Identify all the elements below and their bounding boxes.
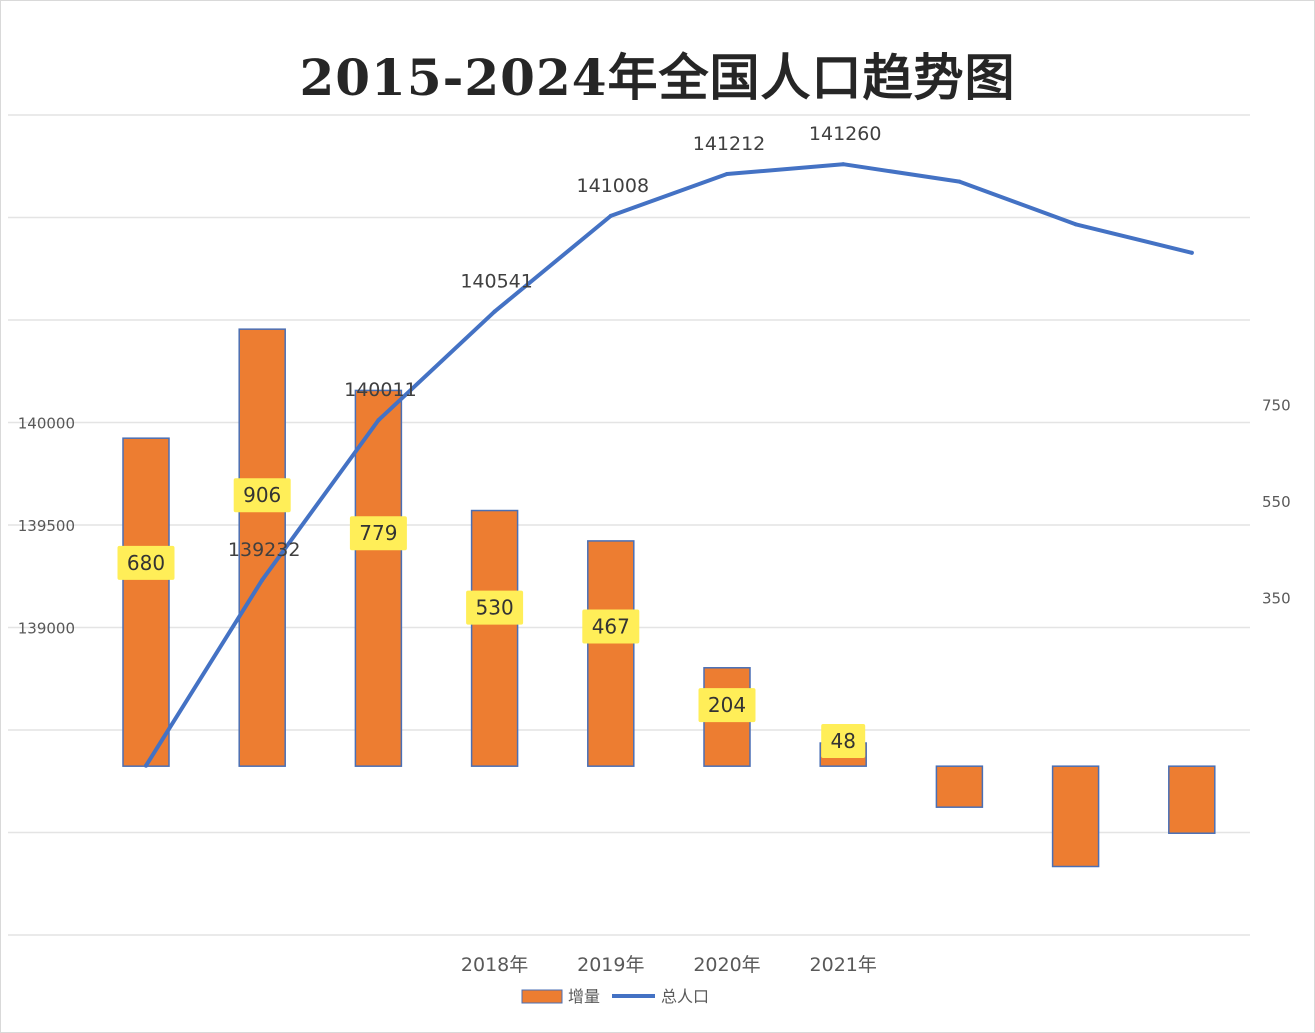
bar	[122, 437, 170, 767]
bar-series	[122, 328, 1216, 868]
bar	[1051, 765, 1100, 868]
chart-title: 2015-2024年全国人口趋势图	[299, 48, 1016, 107]
line-point	[1189, 250, 1194, 255]
line-point	[725, 172, 729, 177]
bar-data-label: 48	[830, 729, 855, 753]
bar-label-background	[233, 478, 291, 513]
left-tick-label: 140000	[18, 415, 75, 433]
bar	[1168, 765, 1216, 834]
line-point	[608, 213, 613, 218]
bar-data-label: 204	[708, 693, 746, 717]
bar	[935, 765, 984, 808]
legend-label-line: 总人口	[661, 987, 709, 1006]
line-data-label: 140541	[460, 271, 533, 293]
category-label: 2021年	[810, 954, 877, 976]
right-axis: 750 550 350	[1262, 396, 1291, 607]
line-point	[957, 179, 962, 184]
line-point	[1073, 222, 1078, 227]
bar-data-label: 467	[592, 615, 630, 639]
category-label: 2018年	[461, 954, 528, 976]
legend: 增量 总人口	[521, 987, 709, 1006]
line-data-label: 139232	[228, 539, 301, 561]
bar-label-background	[698, 688, 756, 723]
bar	[587, 540, 635, 767]
line-data-labels: 139232 140011 140541 141008 141212 141260	[228, 123, 882, 561]
bar-label-background	[466, 590, 524, 625]
category-label: 2020年	[693, 954, 760, 976]
total-population-line	[144, 162, 1194, 768]
left-tick-label: 139000	[18, 620, 75, 638]
right-tick-label: 550	[1262, 493, 1291, 511]
bar	[470, 509, 519, 767]
bar-data-label: 906	[243, 483, 281, 507]
bar-label-background	[582, 609, 640, 644]
line-data-label: 141260	[809, 123, 882, 145]
bar-data-labels: 680 906 779 530 467 204 48	[117, 478, 866, 759]
line-data-label: 141008	[577, 175, 650, 197]
line-point	[376, 418, 381, 423]
bar-data-label: 530	[476, 596, 514, 620]
bar-data-label: 680	[127, 551, 165, 575]
bar-label-background	[821, 724, 866, 759]
line-point	[144, 763, 148, 768]
bar-data-label: 779	[359, 521, 397, 545]
right-tick-label: 750	[1262, 396, 1291, 414]
bar-label-background	[349, 516, 407, 551]
right-tick-label: 350	[1262, 589, 1291, 607]
bar-label-background	[117, 545, 175, 580]
line-data-label: 140011	[344, 379, 417, 401]
line-data-label: 141212	[693, 133, 766, 155]
line-series	[144, 162, 1194, 768]
line-point	[492, 309, 497, 314]
line-point	[841, 162, 846, 167]
line-point	[260, 577, 265, 582]
legend-swatch-bar	[521, 989, 563, 1004]
category-label: 2019年	[577, 954, 644, 976]
x-axis: 2018年 2019年 2020年 2021年	[461, 954, 877, 976]
bar	[354, 389, 403, 767]
bar	[238, 328, 286, 767]
legend-label-bar: 增量	[568, 987, 600, 1006]
left-axis: 140000 139500 139000	[18, 415, 75, 638]
left-tick-label: 139500	[18, 517, 75, 535]
